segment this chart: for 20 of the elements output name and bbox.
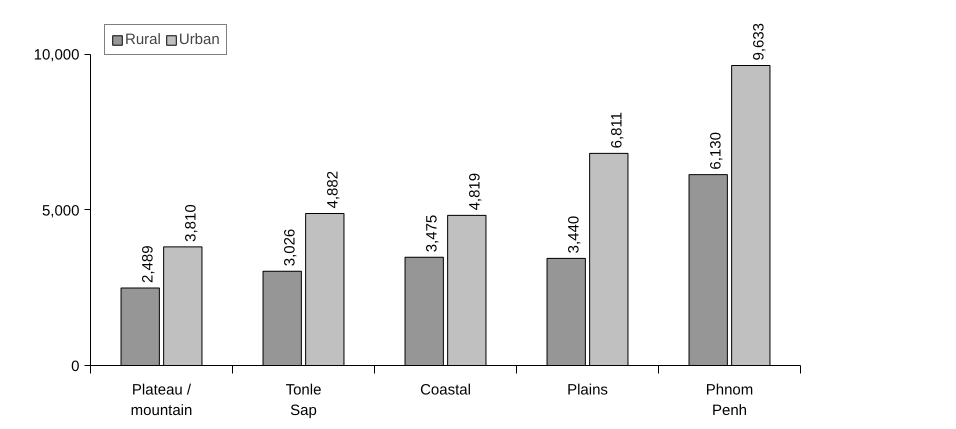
- data-label: 3,026: [282, 228, 299, 266]
- x-tick-label: Tonle Sap: [286, 382, 322, 419]
- x-tick-label: Plains: [567, 382, 608, 398]
- y-tick-label: 0: [71, 358, 80, 375]
- y-tick-label: 10,000: [34, 46, 80, 64]
- x-tick-label: Phnom Penh: [706, 382, 754, 419]
- data-label: 3,475: [424, 214, 441, 252]
- data-label: 3,440: [566, 216, 583, 254]
- y-tick-label: 5,000: [42, 202, 80, 220]
- data-label: 2,489: [140, 245, 157, 283]
- legend-label: Rural: [125, 31, 161, 48]
- data-label: 9,633: [750, 22, 768, 61]
- data-label: 3,810: [182, 204, 200, 242]
- legend-label: Urban: [178, 31, 220, 48]
- data-label: 6,130: [708, 132, 725, 170]
- data-label: 4,819: [466, 172, 484, 210]
- data-label: 4,882: [324, 170, 342, 208]
- x-tick-label: Coastal: [420, 382, 471, 398]
- x-tick-label: Plateau / mountain: [130, 382, 192, 419]
- data-label: 6,811: [608, 112, 626, 148]
